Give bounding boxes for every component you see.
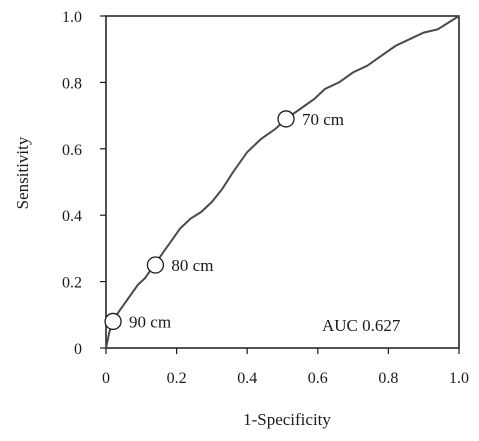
y-tick-label: 0.4 (62, 208, 82, 225)
threshold-marker (146, 256, 165, 274)
threshold-marker (104, 312, 122, 331)
y-tick-label: 0 (74, 341, 82, 358)
y-axis-title: Sensitivity (13, 136, 32, 209)
y-tick-label: 1.0 (62, 9, 82, 26)
threshold-label: 80 cm (171, 256, 213, 275)
y-tick-label: 0.8 (62, 75, 82, 92)
y-tick-label: 0.2 (62, 275, 82, 292)
x-axis-ticks: 0 0.2 0.4 0.6 0.8 1.0 (102, 348, 469, 387)
x-tick-label: 0.8 (378, 370, 398, 387)
threshold-markers: 90 cm 80 cm 70 cm (104, 110, 344, 331)
plot-frame (105, 15, 460, 349)
x-tick-label: 0.2 (167, 370, 187, 387)
auc-annotation: AUC 0.627 (322, 316, 401, 335)
y-axis-ticks: 0 0.2 0.4 0.6 0.8 1.0 (62, 9, 106, 358)
roc-curve (105, 15, 460, 349)
threshold-label: 70 cm (302, 110, 344, 129)
y-tick-label: 0.6 (62, 142, 82, 159)
x-tick-label: 0.6 (308, 370, 328, 387)
x-tick-label: 0 (102, 370, 110, 387)
threshold-marker (277, 110, 295, 128)
threshold-label: 90 cm (129, 312, 171, 331)
x-axis-title: 1-Specificity (243, 410, 331, 429)
x-tick-label: 1.0 (449, 370, 469, 387)
x-tick-label: 0.4 (237, 370, 257, 387)
